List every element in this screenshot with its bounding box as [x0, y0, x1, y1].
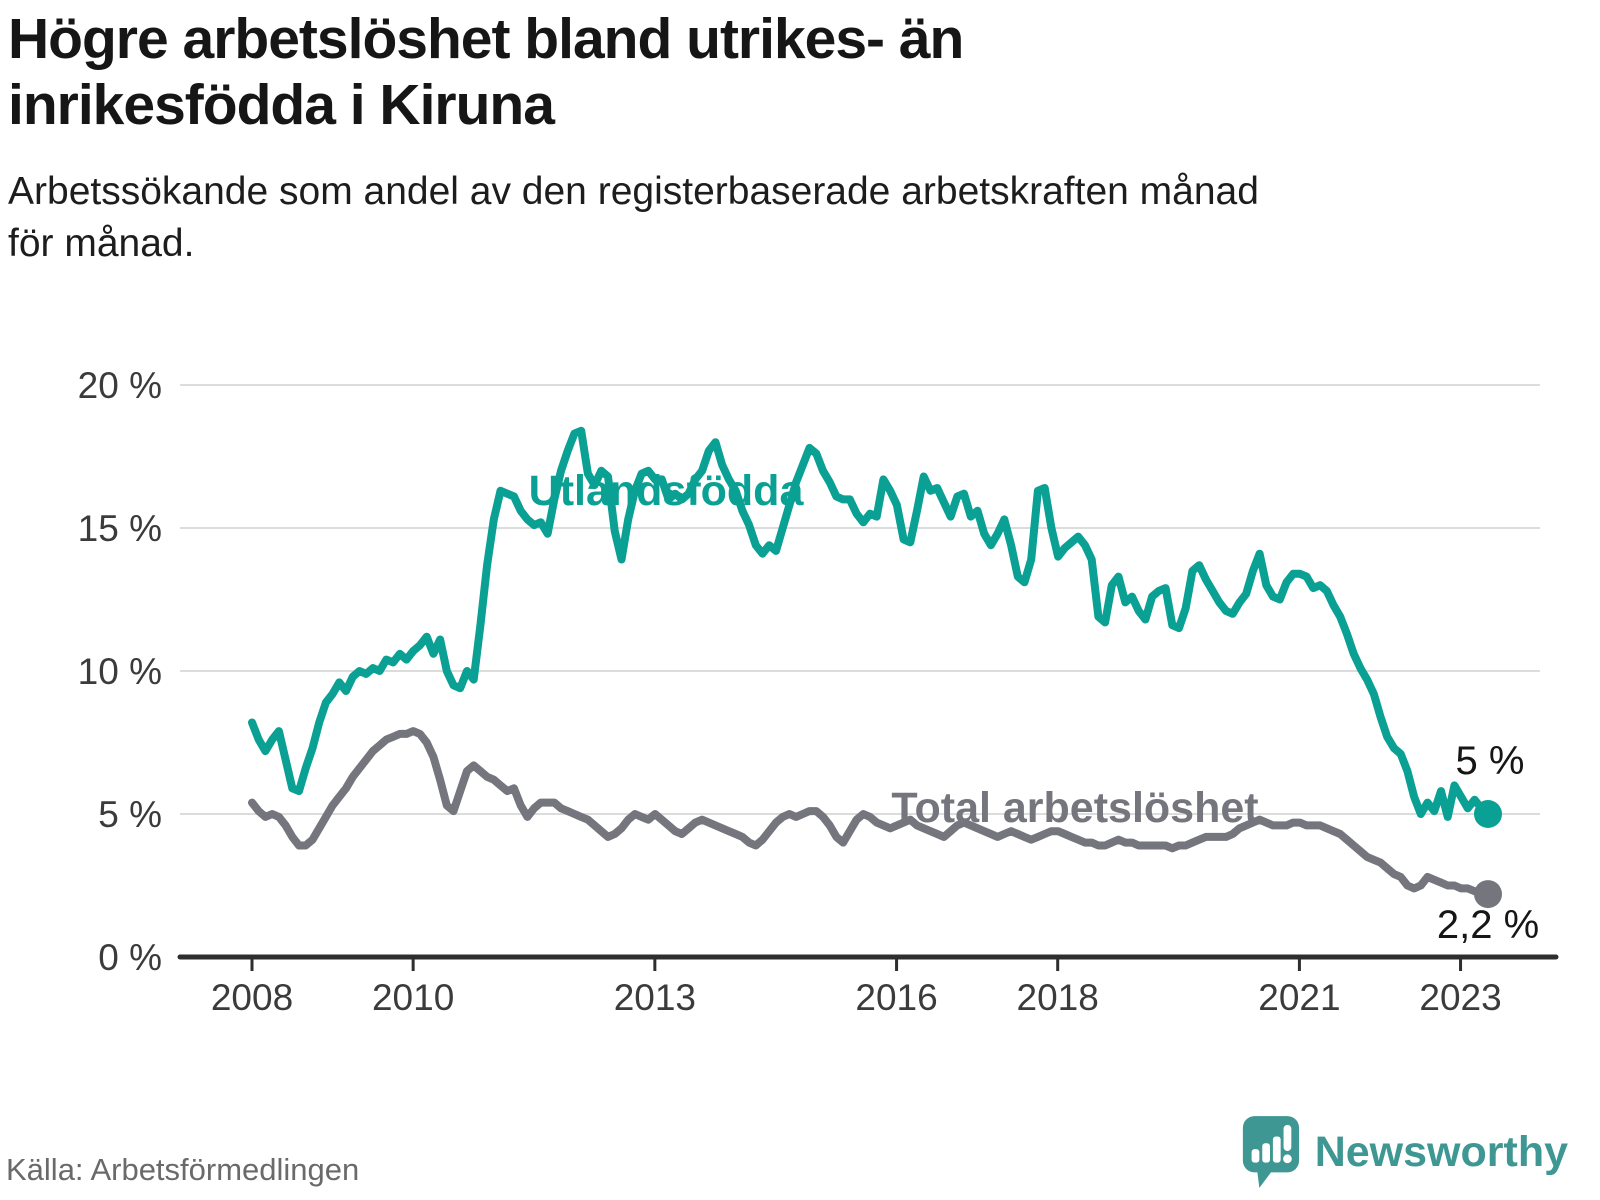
chart-header: Högre arbetslöshet bland utrikes- än inr… [8, 6, 1568, 269]
series-end-dot-utlandsfodda [1474, 800, 1502, 828]
line-chart: 0 % 5 % 10 % 15 % 20 % 2008 2010 2013 2016 2018 20… [0, 330, 1600, 1030]
source-note: Källa: Arbetsförmedlingen [6, 1152, 360, 1187]
chart-footer: Källa: Arbetsförmedlingen Newsworthy [0, 1100, 1600, 1200]
x-tick-label-2016: 2016 [855, 977, 937, 1018]
x-tick-label-2008: 2008 [211, 977, 293, 1018]
y-tick-label-20: 20 % [78, 365, 162, 406]
series-label-total: Total arbetslöshet [891, 784, 1258, 832]
x-tick-label-2021: 2021 [1258, 977, 1340, 1018]
bar-1 [1251, 1149, 1260, 1163]
series-line-total [248, 727, 1492, 899]
exclamation-bar [1283, 1124, 1292, 1152]
series-label-utlandsfodda: Utlandsfödda [529, 467, 805, 515]
y-tick-label-5: 5 % [98, 794, 162, 835]
series-line-utlandsfodda [248, 426, 1492, 821]
x-tick-label-2013: 2013 [614, 977, 696, 1018]
brand-name: Newsworthy [1314, 1127, 1568, 1176]
end-value-label-utlandsfodda: 5 % [1456, 739, 1525, 783]
end-value-label-total: 2,2 % [1437, 903, 1539, 947]
page-title: Högre arbetslöshet bland utrikes- än inr… [8, 6, 1568, 138]
subtitle-line-1: Arbetssökande som andel av den registerb… [8, 170, 1259, 214]
bar-3 [1272, 1136, 1281, 1163]
exclamation-dot [1282, 1154, 1292, 1164]
x-tick-label-2010: 2010 [372, 977, 454, 1018]
newsworthy-logo-icon [1242, 1116, 1299, 1188]
series-end-dot-total [1474, 880, 1502, 909]
y-tick-label-0: 0 % [98, 937, 162, 978]
y-tick-label-10: 10 % [78, 651, 162, 692]
bar-2 [1261, 1143, 1270, 1163]
y-tick-label-15: 15 % [78, 508, 162, 549]
unemployment-line-chart: 0 % 5 % 10 % 15 % 20 % 2008 2010 2013 2016 2018 20… [78, 365, 1559, 1018]
title-line-2: inrikesfödda i Kiruna [8, 73, 555, 138]
x-tick-label-2023: 2023 [1419, 977, 1501, 1018]
newsworthy-brand: Newsworthy [1239, 1114, 1568, 1190]
subtitle-line-2: för månad. [8, 221, 195, 265]
x-tick-label-2018: 2018 [1017, 977, 1099, 1018]
title-line-1: Högre arbetslöshet bland utrikes- än [8, 7, 964, 71]
chart-subtitle: Arbetssökande som andel av den registerb… [8, 166, 1568, 269]
